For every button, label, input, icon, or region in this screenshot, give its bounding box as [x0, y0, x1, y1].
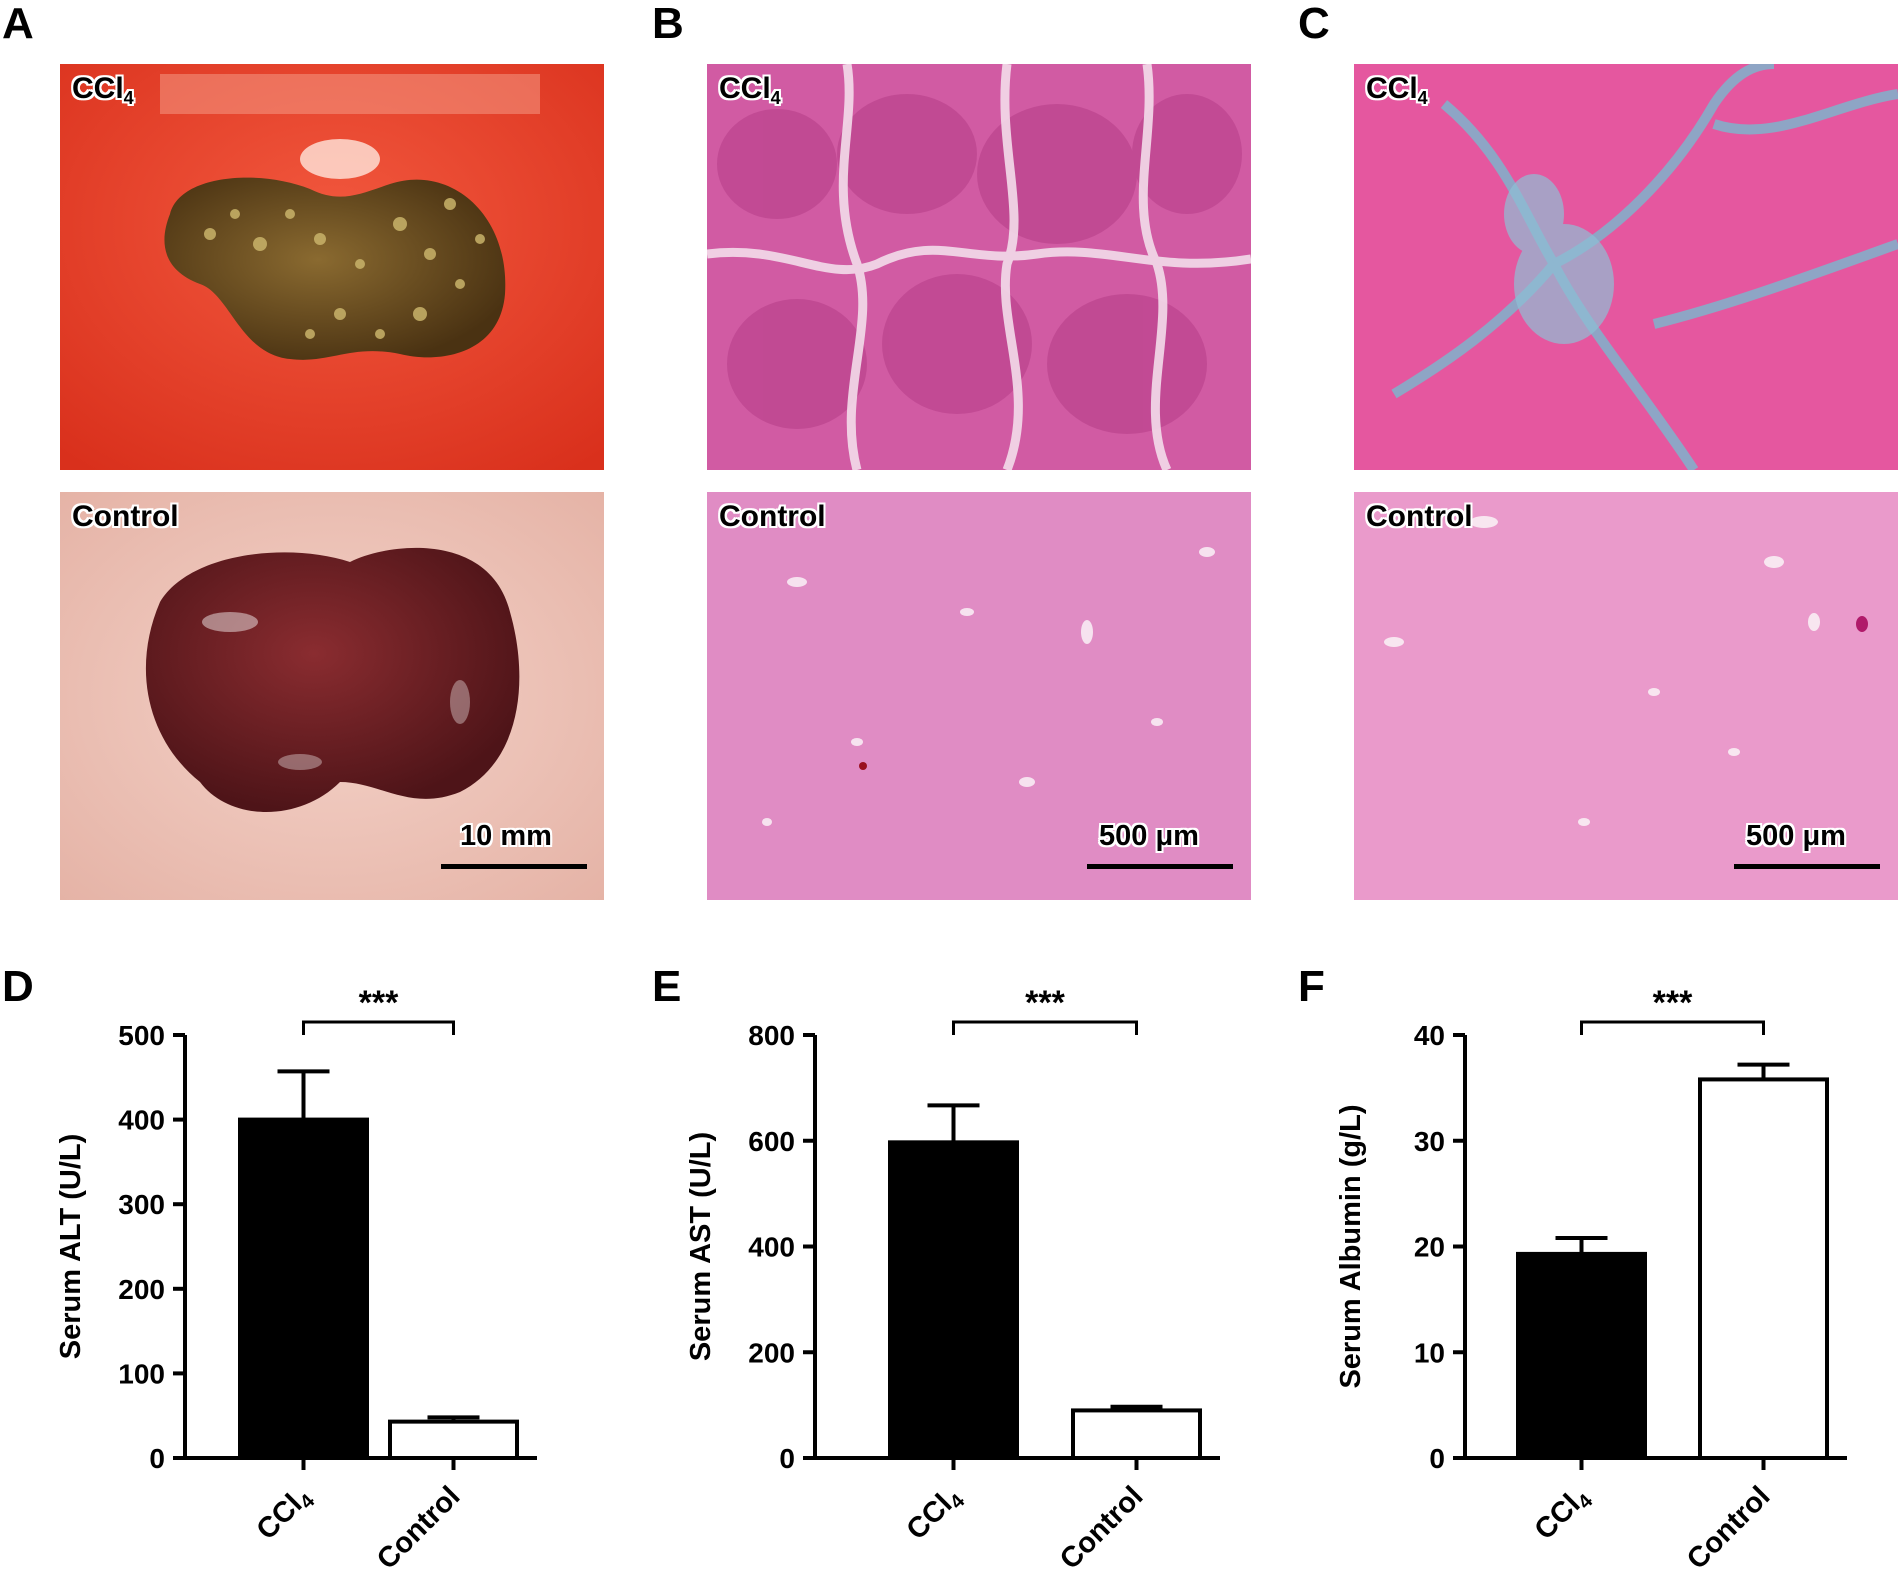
chart-f-x-tick-label-1: Control — [1681, 1480, 1777, 1576]
chart-e-x-tick-label-0: CCl4 — [901, 1480, 970, 1549]
photo-control-liver: Control 10 mm — [60, 492, 604, 900]
histology-he-ccl4: CCl4 — [707, 64, 1251, 470]
scale-bar-b — [1087, 864, 1233, 869]
chart-d-y-tick-label: 100 — [118, 1358, 165, 1389]
histology-he-control: Control 500 μm — [707, 492, 1251, 900]
histology-masson-ccl4: CCl4 — [1354, 64, 1898, 470]
scale-bar — [441, 864, 587, 869]
chart-d-bar-1 — [388, 1419, 519, 1460]
chart-e-y-tick-label: 400 — [748, 1232, 795, 1263]
chart-e-bar-0 — [888, 1140, 1019, 1461]
chart-e-significance-bracket — [952, 1020, 1138, 1035]
photo-ccl4-liver: CCl4 — [60, 64, 604, 470]
panel-letter-f: F — [1298, 962, 1325, 1011]
panel-letter-a: A — [2, 0, 34, 48]
chart-d-y-tick-label: 200 — [118, 1274, 165, 1305]
label-control-b: Control — [719, 500, 826, 533]
scale-label-c: 500 μm — [1746, 820, 1846, 852]
panel-letter-d: D — [2, 962, 34, 1011]
chart-f-y-tick-label: 40 — [1414, 1020, 1445, 1051]
chart-f-y-tick-label: 30 — [1414, 1126, 1445, 1157]
scale-label-b: 500 μm — [1099, 820, 1199, 852]
chart-f-y-tick-label: 0 — [1429, 1443, 1445, 1474]
chart-f-y-axis-label: Serum Albumin (g/L) — [1335, 1104, 1367, 1388]
chart-f-y-tick-label: 10 — [1414, 1337, 1445, 1368]
chart-e-y-tick-label: 600 — [748, 1126, 795, 1157]
chart-d-bar-0 — [238, 1117, 369, 1460]
histology-masson-control: Control 500 μm — [1354, 492, 1898, 900]
chart-f-y-tick-label: 20 — [1414, 1232, 1445, 1263]
label-ccl4-c: CCl4 — [1366, 72, 1428, 108]
chart-e-significance-label: *** — [1025, 984, 1065, 1022]
panel-letter-b: B — [652, 0, 684, 48]
chart-f-bar-0 — [1516, 1251, 1647, 1460]
chart-d-x-tick-label-0: CCl4 — [251, 1480, 320, 1549]
label-control: Control — [72, 500, 179, 533]
chart-e-x-tick-label-1: Control — [1054, 1480, 1150, 1576]
chart-e-y-axis-label: Serum AST (U/L) — [685, 1132, 717, 1361]
label-control-c: Control — [1366, 500, 1473, 533]
chart-d-y-tick-label: 0 — [149, 1443, 165, 1474]
chart-e-y-tick-label: 200 — [748, 1337, 795, 1368]
chart-d-significance-label: *** — [359, 984, 399, 1022]
chart-e-y-tick-label: 800 — [748, 1020, 795, 1051]
chart-d-y-axis-label: Serum ALT (U/L) — [55, 1134, 87, 1360]
chart-d-y-tick-label: 400 — [118, 1105, 165, 1136]
chart-f-x-tick-label-0: CCl4 — [1529, 1480, 1598, 1549]
chart-d-y-tick-label: 500 — [118, 1020, 165, 1051]
scale-bar-c — [1734, 864, 1880, 869]
chart-e-y-tick-label: 0 — [779, 1443, 795, 1474]
chart-f-bar-1 — [1698, 1077, 1829, 1461]
chart-d-x-tick-label-1: Control — [371, 1480, 467, 1576]
panel-letter-c: C — [1298, 0, 1330, 48]
label-ccl4-b: CCl4 — [719, 72, 781, 108]
chart-d-significance-bracket — [302, 1020, 455, 1035]
panel-letter-e: E — [652, 962, 682, 1011]
chart-f-significance-label: *** — [1653, 984, 1693, 1022]
label-ccl4: CCl4 — [72, 72, 134, 108]
chart-d-y-tick-label: 300 — [118, 1189, 165, 1220]
chart-e-bar-1 — [1071, 1408, 1202, 1460]
chart-f-significance-bracket — [1580, 1020, 1765, 1035]
scale-label: 10 mm — [460, 820, 552, 852]
